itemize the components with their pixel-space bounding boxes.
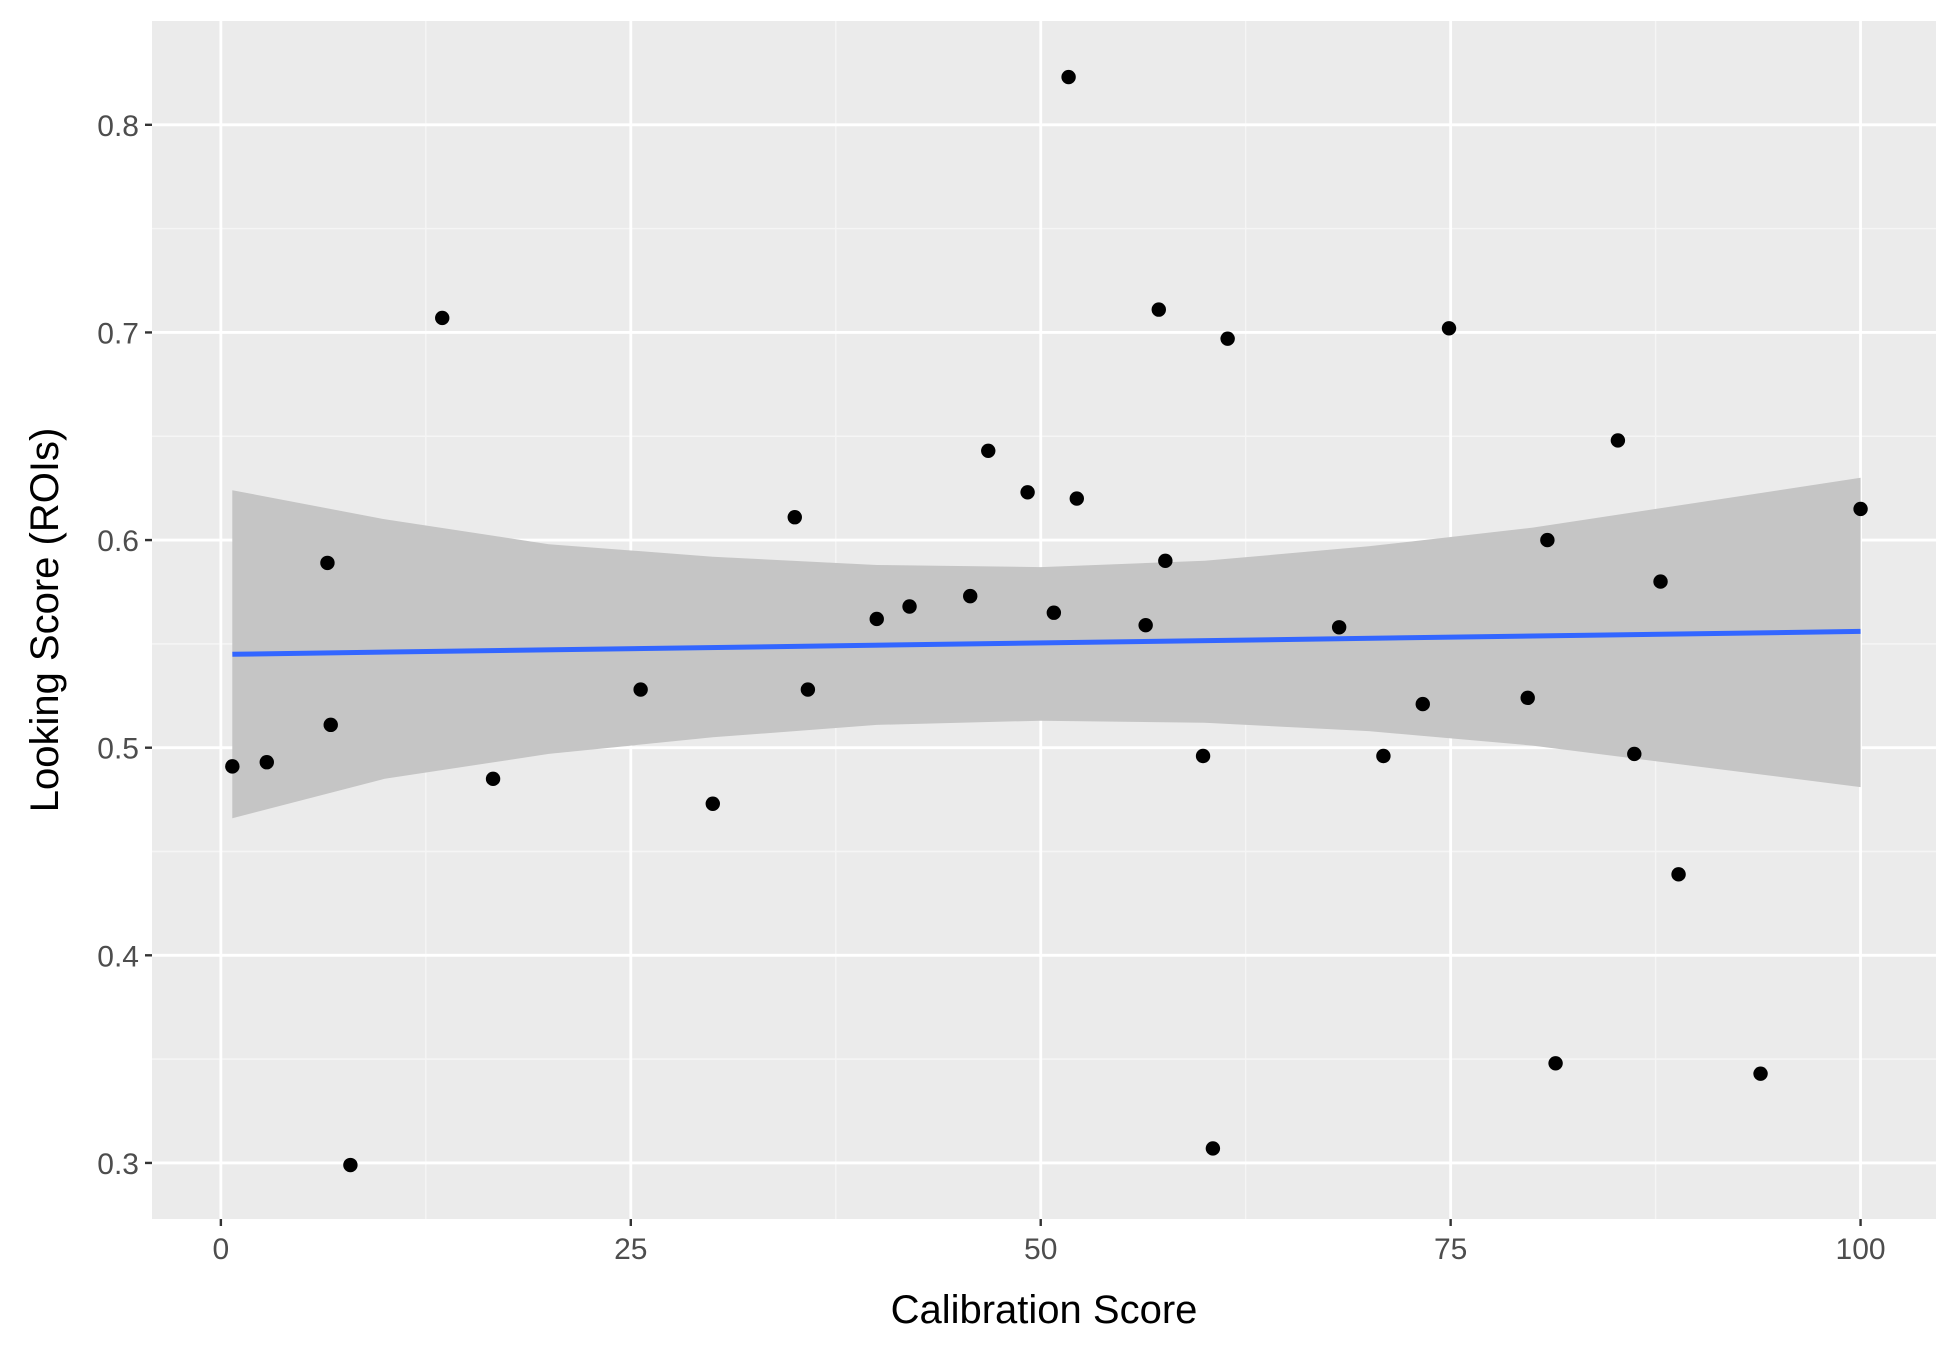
data-point-21 (1151, 302, 1166, 317)
y-axis-title: Looking Score (ROIs) (23, 428, 67, 813)
x-tick-label: 75 (1434, 1233, 1467, 1266)
data-point-28 (1415, 696, 1430, 712)
x-axis-ticks: 0 25 50 75 100 (213, 1219, 1886, 1266)
data-point-5 (343, 1157, 358, 1173)
y-axis-ticks: 0.3 0.4 0.5 0.6 0.7 0.8 (97, 110, 152, 1181)
y-tick-label: 0.5 (97, 733, 139, 766)
data-point-23 (1195, 748, 1211, 764)
data-points (225, 69, 1868, 1173)
data-point-10 (787, 510, 802, 525)
data-point-6 (435, 310, 450, 326)
data-point-7 (485, 771, 501, 787)
data-point-15 (981, 443, 996, 458)
y-tick-label: 0.7 (97, 317, 139, 350)
data-point-27 (1376, 748, 1391, 764)
confidence-band (232, 477, 1861, 819)
data-point-4 (323, 717, 338, 733)
data-point-9 (705, 796, 720, 811)
data-point-18 (1061, 69, 1076, 85)
data-point-26 (1331, 620, 1347, 635)
data-point-16 (1020, 485, 1035, 500)
data-point-22 (1158, 553, 1173, 569)
y-tick-label: 0.8 (97, 110, 139, 143)
data-point-2 (259, 755, 274, 770)
data-point-34 (1627, 746, 1642, 762)
x-tick-label: 0 (213, 1233, 230, 1266)
data-point-37 (1753, 1066, 1768, 1081)
data-point-1 (225, 759, 240, 774)
data-point-31 (1540, 532, 1555, 548)
data-point-33 (1610, 433, 1626, 448)
data-point-13 (902, 599, 917, 614)
data-point-25 (1220, 331, 1235, 346)
data-point-12 (869, 611, 884, 627)
x-tick-label: 50 (1024, 1233, 1057, 1266)
data-point-17 (1046, 605, 1062, 620)
y-tick-label: 0.3 (97, 1148, 139, 1181)
y-tick-label: 0.6 (97, 525, 139, 558)
data-point-29 (1441, 321, 1457, 336)
data-point-19 (1069, 491, 1084, 506)
data-point-3 (320, 555, 335, 571)
data-point-14 (963, 588, 978, 604)
data-point-24 (1205, 1141, 1221, 1156)
data-point-36 (1671, 867, 1686, 882)
data-point-11 (800, 682, 816, 697)
x-tick-label: 25 (614, 1233, 647, 1266)
data-point-32 (1548, 1056, 1563, 1071)
data-point-35 (1653, 574, 1668, 589)
data-point-20 (1138, 617, 1153, 633)
y-tick-label: 0.4 (97, 940, 139, 973)
x-tick-label: 100 (1836, 1233, 1886, 1266)
data-point-30 (1520, 690, 1535, 706)
data-point-8 (633, 682, 648, 697)
data-point-38 (1853, 501, 1868, 517)
regression-line (232, 628, 1861, 657)
x-axis-title: Calibration Score (891, 1288, 1198, 1332)
